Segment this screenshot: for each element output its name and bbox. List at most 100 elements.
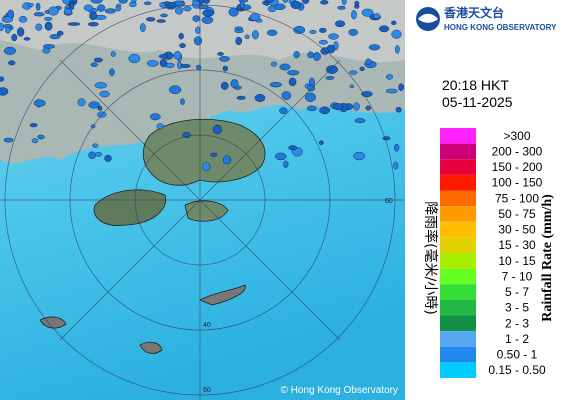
rain-echo — [92, 143, 99, 148]
rain-echo — [17, 27, 25, 37]
rain-echo — [177, 61, 182, 70]
rain-echo — [275, 152, 287, 161]
rain-echo — [210, 152, 218, 157]
rain-echo — [18, 16, 28, 23]
rain-echo — [353, 102, 360, 111]
rain-echo — [195, 26, 201, 35]
legend-label: 100 - 150 — [492, 176, 543, 190]
rain-echo — [49, 34, 61, 40]
rain-echo — [266, 29, 278, 36]
rain-echo — [302, 0, 310, 4]
rain-echo — [97, 106, 103, 111]
rain-echo — [202, 0, 211, 4]
rain-echo — [87, 22, 99, 27]
rain-echo — [312, 52, 321, 61]
rain-echo — [27, 3, 34, 7]
rain-echo — [393, 161, 399, 170]
legend-swatch — [440, 284, 476, 300]
rain-echo — [8, 60, 16, 66]
legend-swatch — [440, 299, 476, 316]
radar-map: 60 40 60 © Hong Kong Observatory — [0, 0, 405, 400]
rain-echo — [361, 91, 373, 98]
rain-echo — [217, 52, 224, 56]
legend-swatch — [440, 362, 476, 378]
rain-echo — [236, 95, 246, 100]
rain-echo — [129, 1, 137, 8]
rain-echo — [282, 0, 289, 3]
rain-echo — [351, 10, 357, 20]
rain-echo — [97, 4, 106, 12]
rain-echo — [33, 99, 46, 107]
rain-echo — [365, 105, 372, 111]
rain-echo — [354, 4, 360, 9]
legend-swatch — [440, 253, 476, 269]
rain-echo — [328, 33, 339, 40]
rain-echo — [201, 16, 214, 24]
rain-echo — [283, 160, 289, 168]
rain-echo — [192, 0, 201, 9]
legend-swatch — [440, 315, 476, 332]
rain-echo — [48, 6, 59, 16]
rain-echo — [89, 11, 98, 21]
rain-echo — [77, 98, 86, 107]
rain-echo — [37, 134, 45, 140]
island — [199, 284, 246, 306]
rain-echo — [361, 8, 374, 17]
legend-label: >300 — [503, 129, 530, 143]
rain-echo — [319, 27, 327, 33]
panel-background — [405, 0, 577, 400]
rain-echo — [348, 28, 359, 36]
legend-swatch — [440, 346, 476, 363]
rain-echo — [391, 20, 397, 26]
rain-echo — [269, 82, 282, 88]
rain-echo — [1, 16, 14, 23]
rain-echo — [109, 68, 115, 77]
rain-echo — [11, 33, 18, 42]
legend-label: 3 - 5 — [505, 301, 529, 315]
logo-swirl — [418, 13, 438, 23]
rain-echo — [230, 79, 239, 89]
rain-echo — [163, 1, 170, 6]
rain-echo — [349, 70, 358, 75]
rain-echo — [395, 106, 402, 113]
rain-echo — [0, 22, 5, 32]
legend-label: 75 - 100 — [495, 191, 539, 205]
rain-echo — [365, 58, 372, 65]
rain-echo — [42, 44, 55, 49]
rain-echo — [373, 13, 381, 19]
rain-echo — [288, 77, 297, 87]
legend-label: 50 - 75 — [498, 207, 536, 221]
legend-swatch — [440, 237, 476, 253]
rain-echo — [63, 8, 73, 15]
rain-echo — [182, 132, 191, 138]
legend-label: 10 - 15 — [498, 254, 536, 268]
rain-echo — [228, 7, 239, 17]
rain-echo — [335, 20, 346, 28]
rain-echo — [379, 25, 390, 33]
rain-echo — [293, 26, 306, 34]
rain-echo — [385, 74, 394, 80]
copyright: © Hong Kong Observatory — [281, 385, 398, 396]
rain-echo — [183, 6, 192, 12]
rain-echo — [160, 13, 168, 18]
logo-icon — [416, 7, 440, 31]
rain-echo — [202, 9, 215, 17]
rain-echo — [33, 12, 45, 17]
rain-echo — [220, 81, 229, 90]
legend-label: 200 - 300 — [492, 144, 543, 158]
rain-echo — [395, 45, 400, 54]
legend-title-en: Rainfall Rate (mm/h) — [540, 194, 555, 322]
legend-label: 0.15 - 0.50 — [488, 363, 546, 377]
rain-echo — [235, 36, 243, 45]
rain-echo — [281, 91, 292, 100]
legend-swatch — [440, 128, 476, 144]
rain-echo — [3, 137, 14, 143]
rain-echo — [304, 92, 316, 102]
rain-echo — [159, 58, 168, 68]
rain-echo — [359, 66, 365, 72]
rain-echo — [341, 0, 347, 6]
rain-echo — [23, 37, 31, 41]
rain-echo — [110, 51, 116, 57]
legend-swatch — [440, 174, 476, 191]
